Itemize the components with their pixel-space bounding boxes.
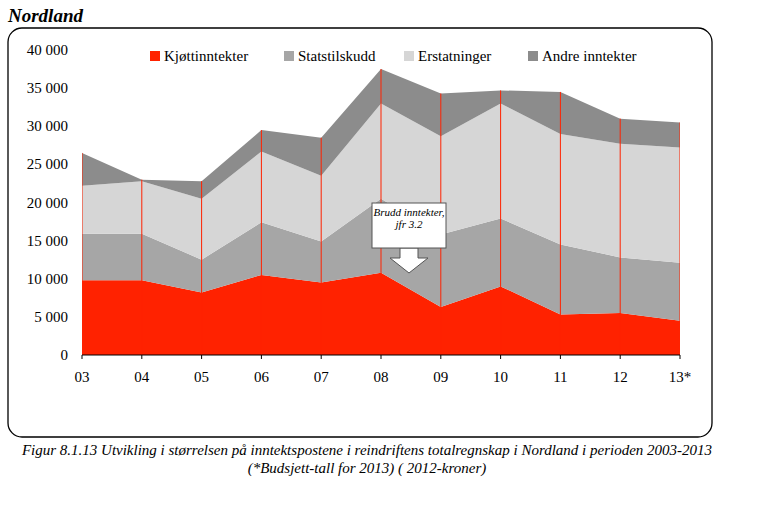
y-tick bbox=[79, 355, 82, 356]
x-tick-label: 10 bbox=[493, 369, 508, 385]
y-tick-label: 10 000 bbox=[27, 271, 68, 287]
x-tick bbox=[381, 355, 382, 359]
x-tick bbox=[560, 355, 561, 359]
y-tick bbox=[79, 202, 82, 203]
frame bbox=[8, 28, 712, 437]
legend-label: Andre inntekter bbox=[542, 48, 637, 64]
x-tick-label: 13* bbox=[669, 369, 692, 385]
category-line bbox=[560, 92, 561, 355]
x-tick-label: 07 bbox=[314, 369, 330, 385]
legend-swatch bbox=[150, 51, 160, 61]
x-tick bbox=[201, 355, 202, 359]
legend-swatch bbox=[404, 51, 414, 61]
y-tick bbox=[79, 316, 82, 317]
legend-label: Erstatninger bbox=[418, 48, 491, 64]
category-line bbox=[141, 180, 142, 355]
y-tick bbox=[79, 126, 82, 127]
y-tick-label: 15 000 bbox=[27, 233, 68, 249]
x-tick bbox=[321, 355, 322, 359]
y-tick-label: 25 000 bbox=[27, 156, 68, 172]
x-tick bbox=[500, 355, 501, 359]
x-tick bbox=[680, 355, 681, 359]
category-line bbox=[321, 138, 322, 355]
y-tick bbox=[79, 88, 82, 89]
y-tick bbox=[79, 278, 82, 279]
x-tick bbox=[141, 355, 142, 359]
y-tick bbox=[79, 50, 82, 51]
y-tick bbox=[79, 164, 82, 165]
x-tick bbox=[261, 355, 262, 359]
y-tick-label: 5 000 bbox=[34, 309, 68, 325]
y-tick-label: 0 bbox=[61, 347, 69, 363]
category-line bbox=[620, 119, 621, 355]
y-tick-label: 30 000 bbox=[27, 118, 68, 134]
category-line bbox=[201, 181, 202, 355]
y-tick-label: 20 000 bbox=[27, 195, 68, 211]
x-tick bbox=[620, 355, 621, 359]
category-line bbox=[680, 122, 681, 355]
x-tick-label: 11 bbox=[553, 369, 567, 385]
legend-label: Kjøttinntekter bbox=[164, 48, 248, 64]
x-tick-label: 04 bbox=[134, 369, 150, 385]
x-tick-label: 09 bbox=[433, 369, 448, 385]
annotation: Brudd inntekter, jfr 3.2 bbox=[373, 206, 445, 230]
annotation-arrow bbox=[390, 248, 428, 273]
x-tick-label: 05 bbox=[194, 369, 209, 385]
x-tick bbox=[82, 355, 83, 359]
plot-area bbox=[82, 69, 680, 355]
category-line bbox=[500, 90, 501, 355]
legend-swatch bbox=[528, 51, 538, 61]
x-tick bbox=[440, 355, 441, 359]
category-line bbox=[261, 130, 262, 355]
x-tick-label: 08 bbox=[374, 369, 389, 385]
category-line bbox=[82, 153, 83, 355]
title: Nordland bbox=[7, 5, 83, 26]
legend-label: Statstilskudd bbox=[298, 48, 376, 64]
caption: Figur 8.1.13 Utvikling i størrelsen på i… bbox=[8, 441, 726, 477]
y-tick-label: 40 000 bbox=[27, 42, 68, 58]
x-tick-label: 03 bbox=[75, 369, 90, 385]
annotation-box bbox=[372, 203, 446, 248]
legend-swatch bbox=[284, 51, 294, 61]
x-tick-label: 06 bbox=[254, 369, 270, 385]
y-tick-label: 35 000 bbox=[27, 80, 68, 96]
y-tick bbox=[79, 240, 82, 241]
x-tick-label: 12 bbox=[613, 369, 628, 385]
